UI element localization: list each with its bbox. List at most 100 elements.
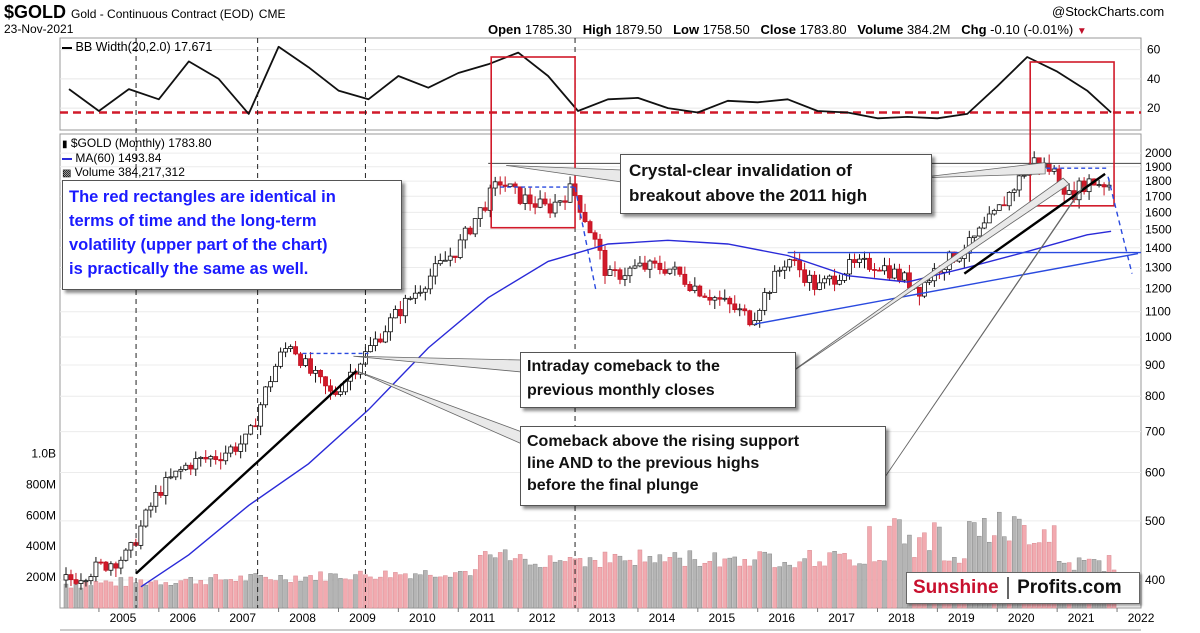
- candle-body: [103, 561, 109, 571]
- exchange: CME: [258, 7, 286, 21]
- volume-bar: [697, 565, 703, 609]
- volume-bar: [88, 585, 94, 609]
- volume-bar: [612, 553, 618, 609]
- candle-body: [782, 266, 788, 271]
- x-tick-label: 2014: [649, 611, 676, 625]
- candle-body: [482, 207, 488, 211]
- candle-body: [447, 255, 453, 261]
- candle-body: [582, 211, 588, 222]
- candle-body: [168, 476, 174, 479]
- volume-bar: [153, 580, 159, 609]
- volume-bar: [403, 573, 408, 609]
- symbol: $GOLD: [4, 2, 67, 22]
- price-tick-label: 500: [1145, 514, 1165, 528]
- candle-body: [203, 456, 209, 460]
- invalidation-pointer-2020: [915, 162, 1046, 179]
- candle-body: [527, 194, 533, 205]
- candle-body: [762, 292, 768, 311]
- volume-bar: [502, 549, 508, 609]
- volume-bar: [248, 574, 253, 609]
- volume-bar: [652, 562, 658, 609]
- candle-body: [382, 331, 388, 343]
- volume-bar: [378, 576, 383, 609]
- volume-bar: [757, 551, 762, 609]
- candle-body: [1001, 204, 1007, 207]
- volume-bar: [353, 574, 358, 609]
- volume-bar: [198, 580, 203, 609]
- x-tick-label: 2021: [1068, 611, 1095, 625]
- candle-body: [492, 181, 498, 189]
- candle-body: [213, 456, 219, 460]
- volume-bar: [512, 558, 518, 609]
- volume-bar: [323, 580, 328, 609]
- candle-body: [737, 308, 743, 311]
- open-label: Open: [488, 22, 522, 37]
- volume-bar: [348, 579, 353, 609]
- volume-bar: [762, 551, 767, 609]
- x-tick-label: 2015: [708, 611, 735, 625]
- candle-body: [68, 574, 74, 581]
- candle-body: [832, 275, 837, 285]
- candle-body: [143, 509, 149, 527]
- candle-body: [757, 309, 763, 321]
- candle-body: [298, 353, 303, 366]
- volume-bar: [562, 561, 568, 609]
- volume-bar: [852, 565, 857, 609]
- x-tick-label: 2006: [169, 611, 196, 625]
- volume-bar: [737, 565, 742, 609]
- volume-bar: [727, 557, 733, 609]
- candle-body: [148, 505, 154, 511]
- candle-body: [692, 285, 698, 291]
- volume-bar: [93, 581, 99, 609]
- candle-body: [887, 265, 892, 279]
- volume-bar: [173, 583, 179, 609]
- volume-bar: [368, 576, 373, 609]
- candle-body: [892, 268, 897, 279]
- candle-body: [437, 260, 443, 265]
- volume-bar: [123, 585, 129, 609]
- volume-bar: [208, 577, 213, 609]
- volume-bar: [972, 522, 977, 609]
- bb-tick-label: 40: [1147, 72, 1161, 86]
- comeback-pointer-2021: [871, 185, 1085, 497]
- candle-body: [1096, 184, 1102, 187]
- volume-bar: [383, 570, 388, 609]
- candle-body: [313, 369, 318, 374]
- volume-bar: [108, 581, 114, 609]
- candle-body: [233, 446, 239, 452]
- volume-bar: [408, 578, 413, 609]
- red-rectangle-2021: [1029, 61, 1115, 207]
- volume-bar: [787, 564, 792, 609]
- candle-body: [867, 257, 872, 270]
- price-tick-label: 400: [1145, 573, 1165, 587]
- volume-bar: [507, 560, 513, 609]
- candle-body: [422, 288, 428, 293]
- volume-bar: [532, 563, 538, 609]
- candle-body: [218, 459, 224, 462]
- candle-body: [108, 563, 114, 571]
- volume-bar: [837, 553, 842, 609]
- volume-bar: [288, 582, 293, 609]
- candle-body: [617, 269, 623, 280]
- volume-bar: [522, 558, 528, 609]
- volume-bar: [627, 559, 633, 609]
- candle-body: [792, 259, 798, 262]
- brand-label[interactable]: @StockCharts.com: [1052, 4, 1165, 19]
- volume-bar: [617, 555, 623, 609]
- candle-body: [93, 561, 99, 578]
- open-value: 1785.30: [524, 22, 572, 37]
- candle-body: [697, 285, 703, 297]
- candle-body: [882, 265, 887, 272]
- candle-body: [502, 184, 508, 187]
- bb-tick-label: 20: [1147, 101, 1161, 115]
- candle-body: [457, 239, 463, 258]
- volume-bar: [872, 561, 877, 609]
- volume-bar: [188, 577, 194, 609]
- volume-bar: [747, 565, 752, 609]
- volume-bar: [577, 558, 583, 609]
- volume-bar: [253, 573, 258, 609]
- candle-body: [647, 260, 653, 270]
- volume-bar: [433, 576, 438, 609]
- volume-bar: [333, 573, 338, 609]
- candle-body: [497, 181, 503, 186]
